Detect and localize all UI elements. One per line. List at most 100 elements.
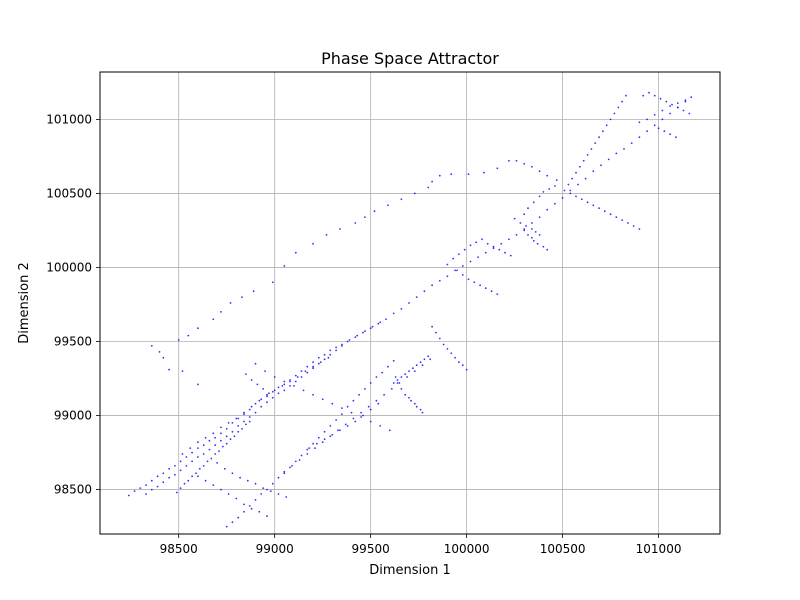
scatter-point bbox=[183, 482, 186, 485]
scatter-point bbox=[312, 393, 314, 396]
scatter-point bbox=[214, 453, 217, 455]
scatter-point bbox=[197, 475, 199, 478]
scatter-point bbox=[364, 216, 366, 219]
scatter-point bbox=[661, 109, 664, 112]
scatter-point bbox=[563, 189, 566, 192]
scatter-point bbox=[271, 482, 274, 485]
scatter-point bbox=[575, 171, 577, 174]
scatter-point bbox=[561, 197, 564, 199]
scatter-point bbox=[484, 287, 487, 290]
scatter-point bbox=[688, 112, 691, 115]
scatter-point bbox=[252, 290, 255, 293]
scatter-point bbox=[400, 388, 403, 390]
scatter-point bbox=[225, 442, 228, 445]
scatter-point bbox=[375, 376, 378, 378]
scatter-point bbox=[214, 436, 217, 439]
scatter-point bbox=[438, 337, 441, 340]
scatter-point bbox=[177, 339, 180, 341]
scatter-point bbox=[268, 392, 270, 395]
scatter-point bbox=[454, 269, 456, 272]
scatter-point bbox=[400, 198, 403, 201]
scatter-point bbox=[358, 393, 360, 396]
scatter-point bbox=[390, 388, 393, 390]
scatter-point bbox=[262, 388, 265, 390]
scatter-point bbox=[538, 195, 541, 198]
scatter-point bbox=[254, 402, 257, 405]
scatter-point bbox=[271, 390, 274, 393]
scatter-point bbox=[231, 521, 234, 524]
scatter-point bbox=[669, 112, 671, 115]
x-axis-ticks: 98500 99000 99500 100000 100500 101000 bbox=[160, 534, 681, 556]
scatter-point bbox=[646, 130, 648, 133]
scatter-point bbox=[586, 201, 589, 204]
scatter-point bbox=[360, 411, 362, 414]
scatter-point bbox=[546, 208, 549, 211]
scatter-point bbox=[304, 370, 307, 372]
scatter-point bbox=[569, 189, 572, 192]
scatter-point bbox=[408, 370, 410, 372]
scatter-point bbox=[669, 105, 671, 107]
scatter-point bbox=[398, 382, 401, 384]
x-tick-label: 98500 bbox=[160, 542, 198, 556]
scatter-point bbox=[246, 479, 249, 482]
scatter-point bbox=[653, 94, 656, 97]
scatter-point bbox=[283, 383, 286, 386]
scatter-point bbox=[229, 302, 232, 304]
scatter-point bbox=[329, 349, 332, 352]
scatter-point bbox=[536, 242, 539, 245]
scatter-point bbox=[243, 503, 245, 506]
scatter-point bbox=[421, 364, 424, 367]
y-tick-label: 101000 bbox=[46, 112, 92, 126]
scatter-point bbox=[461, 364, 464, 367]
scatter-point bbox=[580, 198, 583, 201]
scatter-point bbox=[452, 257, 455, 260]
scatter-point bbox=[369, 408, 372, 411]
scatter-point bbox=[231, 472, 234, 475]
scatter-point bbox=[312, 242, 314, 245]
scatter-point bbox=[477, 256, 479, 258]
scatter-point bbox=[300, 454, 303, 457]
scatter-point bbox=[331, 402, 334, 405]
scatter-point bbox=[546, 248, 549, 251]
scatter-point bbox=[248, 505, 251, 507]
scatter-point bbox=[258, 510, 261, 513]
scatter-point bbox=[369, 420, 372, 423]
scatter-point bbox=[168, 467, 171, 470]
scatter-point bbox=[387, 204, 389, 207]
scatter-point bbox=[463, 248, 466, 251]
scatter-point bbox=[225, 525, 228, 528]
scatter-point bbox=[237, 516, 240, 519]
scatter-point bbox=[469, 244, 472, 247]
scatter-point bbox=[181, 453, 184, 455]
scatter-point bbox=[406, 376, 408, 378]
y-axis-ticks: 98500 99000 99500 100000 100500 101000 bbox=[46, 112, 100, 497]
scatter-point bbox=[446, 263, 449, 266]
scatter-point bbox=[283, 380, 286, 383]
scatter-point bbox=[243, 411, 245, 414]
scatter-point bbox=[548, 188, 551, 190]
scatter-point bbox=[609, 118, 612, 121]
plot-frame bbox=[99, 71, 721, 535]
scatter-point bbox=[442, 343, 445, 346]
scatter-point bbox=[195, 472, 197, 475]
scatter-point bbox=[632, 225, 635, 227]
scatter-point bbox=[271, 396, 274, 399]
scatter-point bbox=[527, 207, 529, 210]
scatter-point bbox=[388, 429, 391, 432]
scatter-point bbox=[266, 488, 268, 491]
scatter-point bbox=[617, 106, 620, 109]
scatter-point bbox=[187, 334, 190, 337]
scatter-point bbox=[296, 376, 299, 378]
scatter-point bbox=[362, 331, 364, 334]
scatter-point bbox=[187, 479, 190, 482]
scatter-point bbox=[289, 385, 291, 387]
scatter-point bbox=[204, 436, 207, 439]
scatter-point bbox=[621, 219, 623, 222]
scatter-point bbox=[235, 417, 238, 420]
y-tick-label: 99000 bbox=[54, 409, 92, 423]
scatter-point bbox=[690, 96, 693, 99]
scatter-point bbox=[204, 479, 207, 482]
scatter-point bbox=[339, 228, 341, 230]
scatter-point bbox=[613, 112, 616, 115]
scatter-point bbox=[277, 493, 280, 495]
